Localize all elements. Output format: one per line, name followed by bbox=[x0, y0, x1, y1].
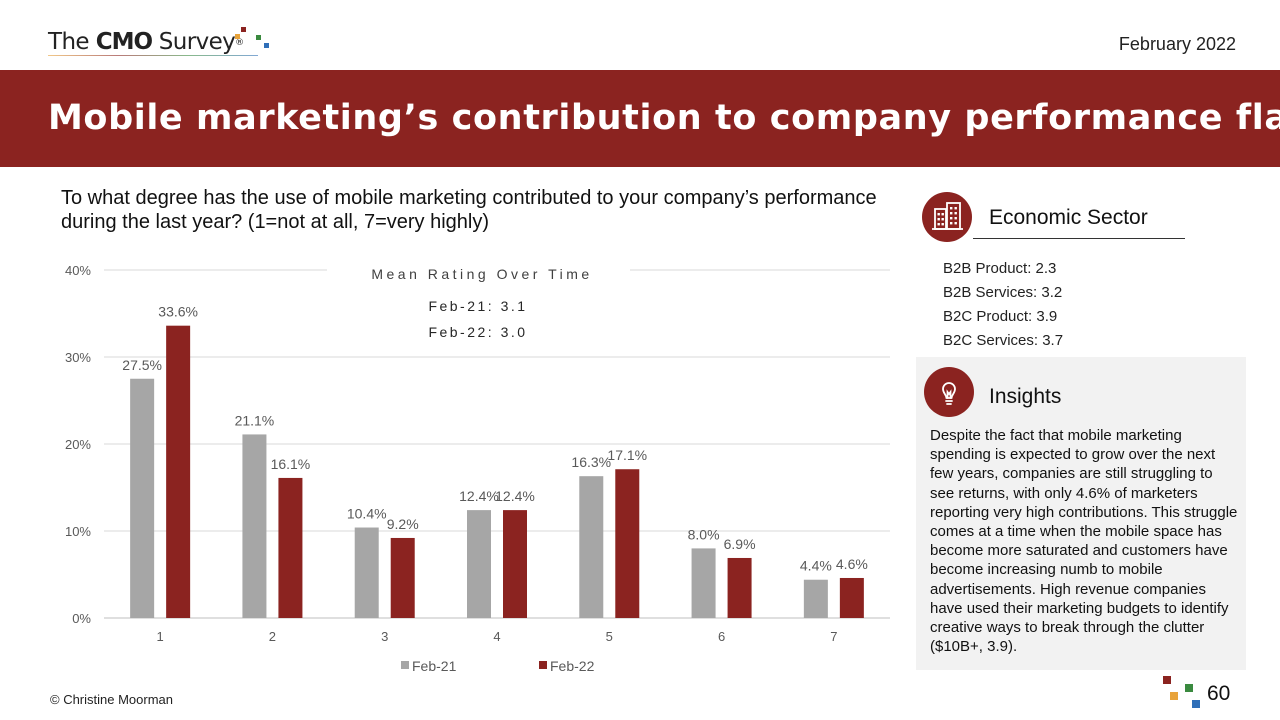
data-label: 12.4% bbox=[459, 488, 499, 504]
mean-rating-value: Feb-21: 3.1 bbox=[428, 298, 527, 314]
data-label: 10.4% bbox=[347, 506, 387, 522]
legend-label: Feb-21 bbox=[412, 658, 457, 674]
bar-chart: 0% 10% 20% 30% 40% 27.5% 21.1% 10.4% 12.4% 16.3% 8… bbox=[65, 263, 890, 674]
page-title: Mobile marketing’s contribution to compa… bbox=[48, 98, 1280, 138]
mean-rating-value: Feb-22: 3.0 bbox=[428, 324, 527, 340]
sector-title: Economic Sector bbox=[989, 206, 1148, 229]
data-label: 8.0% bbox=[688, 526, 720, 542]
data-label: 17.1% bbox=[607, 447, 647, 463]
y-tick-label: 20% bbox=[65, 437, 91, 452]
bar-feb-21 bbox=[691, 548, 716, 618]
insights-panel bbox=[916, 357, 1246, 670]
data-label: 12.4% bbox=[495, 488, 535, 504]
lightbulb-icon bbox=[924, 367, 974, 417]
logo-underline bbox=[48, 55, 258, 56]
sector-item: B2B Services: 3.2 bbox=[943, 284, 1063, 301]
legend-label: Feb-22 bbox=[550, 658, 595, 674]
bar-feb-21 bbox=[467, 510, 491, 618]
bar-feb-22 bbox=[278, 477, 303, 618]
y-tick-label: 40% bbox=[65, 263, 91, 278]
cmo-survey-logo: The CMO Survey® bbox=[48, 26, 269, 58]
x-tick-label: 4 bbox=[493, 629, 500, 644]
y-tick-label: 0% bbox=[72, 611, 91, 626]
copyright: © Christine Moorman bbox=[50, 692, 174, 707]
data-label: 21.1% bbox=[235, 412, 275, 428]
report-date: February 2022 bbox=[1118, 34, 1236, 54]
sector-list: B2B Product: 2.3 B2B Services: 3.2 B2C P… bbox=[943, 257, 1063, 353]
logo-bold: CMO bbox=[95, 29, 153, 55]
sector-item: B2B Product: 2.3 bbox=[943, 260, 1057, 277]
logo-suffix: Survey bbox=[152, 29, 236, 55]
data-label: 4.6% bbox=[836, 556, 868, 572]
logo-text: The CMO Survey® bbox=[48, 26, 244, 58]
bar-feb-21 bbox=[354, 527, 379, 618]
sector-item: B2C Services: 3.7 bbox=[943, 332, 1064, 349]
legend-swatch bbox=[539, 661, 547, 669]
logo-prefix: The bbox=[48, 29, 96, 55]
survey-question: To what degree has the use of mobile mar… bbox=[61, 187, 877, 233]
footer-logo-squares bbox=[1163, 676, 1200, 708]
bar-feb-22 bbox=[390, 537, 415, 618]
legend-swatch bbox=[401, 661, 409, 669]
logo-square-orange bbox=[235, 34, 240, 39]
building-icon bbox=[922, 192, 972, 242]
bar-feb-21 bbox=[803, 579, 828, 618]
sector-divider bbox=[973, 238, 1185, 239]
bar-feb-22 bbox=[503, 510, 527, 618]
x-tick-label: 1 bbox=[157, 629, 164, 644]
bar-feb-21 bbox=[242, 434, 267, 618]
y-tick-label: 30% bbox=[65, 350, 91, 365]
x-tick-label: 5 bbox=[606, 629, 613, 644]
logo-square-blue bbox=[264, 43, 269, 48]
page-number: 60 bbox=[1207, 682, 1231, 705]
data-label: 27.5% bbox=[122, 357, 162, 373]
logo-square-red bbox=[241, 27, 246, 32]
title-banner: Mobile marketing’s contribution to compa… bbox=[0, 70, 1280, 167]
data-label: 6.9% bbox=[724, 536, 756, 552]
bar-feb-21 bbox=[579, 476, 604, 618]
insights-text: Despite the fact that mobile marketing s… bbox=[930, 427, 1238, 656]
x-tick-label: 6 bbox=[718, 629, 725, 644]
y-tick-label: 10% bbox=[65, 524, 91, 539]
bar-feb-22 bbox=[615, 469, 640, 618]
x-tick-label: 7 bbox=[830, 629, 837, 644]
data-label: 9.2% bbox=[387, 516, 419, 532]
mean-rating-title: Mean Rating Over Time bbox=[371, 266, 592, 282]
bar-feb-22 bbox=[727, 557, 752, 618]
data-label: 16.3% bbox=[571, 454, 611, 470]
bar-feb-21 bbox=[130, 378, 155, 618]
data-label: 33.6% bbox=[158, 304, 198, 320]
logo-registered-mark: ® bbox=[235, 38, 244, 48]
data-label: 16.1% bbox=[271, 456, 311, 472]
bar-feb-22 bbox=[839, 577, 864, 618]
sector-item: B2C Product: 3.9 bbox=[943, 308, 1058, 325]
insights-title: Insights bbox=[989, 385, 1062, 408]
x-tick-label: 2 bbox=[269, 629, 276, 644]
bar-feb-22 bbox=[166, 325, 191, 618]
data-label: 4.4% bbox=[800, 558, 832, 574]
logo-square-green bbox=[256, 35, 261, 40]
x-tick-label: 3 bbox=[381, 629, 388, 644]
